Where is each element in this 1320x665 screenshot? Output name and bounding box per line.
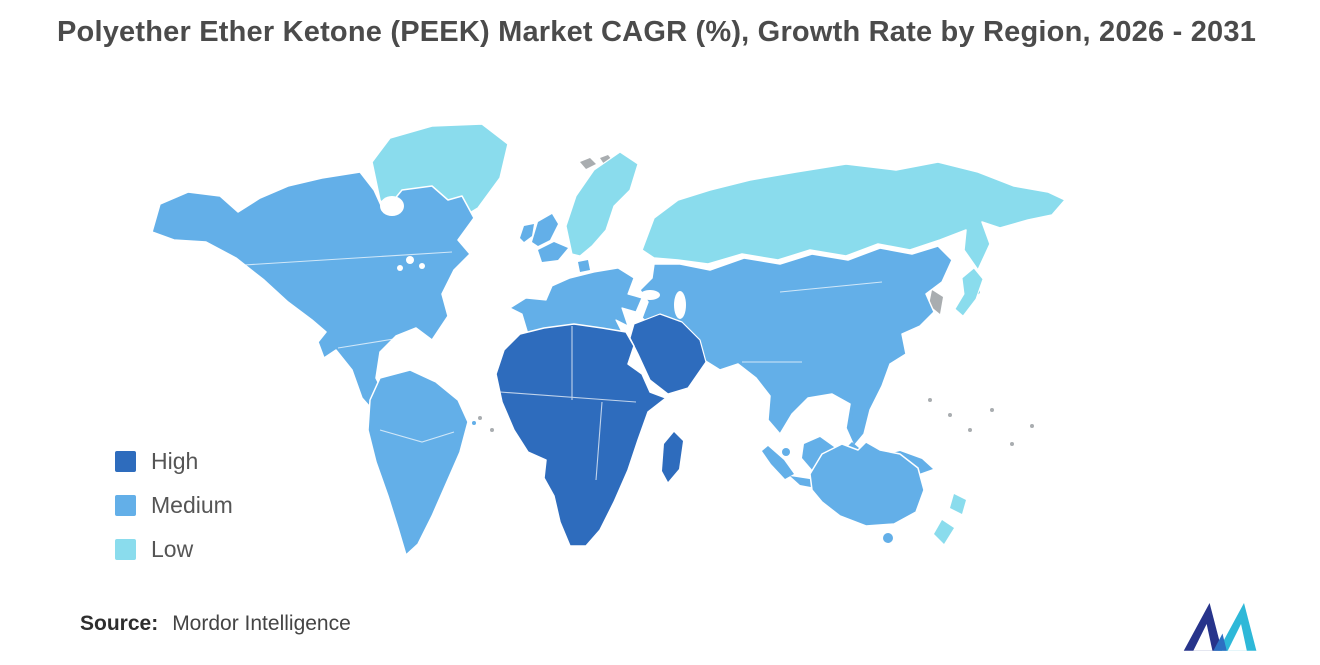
region-ireland — [520, 224, 534, 242]
region-new-zealand-south — [934, 520, 954, 544]
region-north-america — [151, 171, 475, 417]
region-denmark — [578, 260, 590, 272]
source-value: Mordor Intelligence — [172, 612, 351, 635]
region-iceland — [538, 242, 568, 262]
legend: High Medium Low — [115, 448, 233, 580]
region-uk — [532, 214, 558, 246]
region-middle-east — [629, 313, 707, 395]
logo-left-peak — [1183, 602, 1222, 651]
legend-swatch-high — [115, 451, 136, 472]
legend-swatch-low — [115, 539, 136, 560]
region-svalbard — [580, 155, 612, 169]
pacific-islets — [478, 398, 1034, 446]
logo-right-cutout — [1227, 624, 1247, 651]
source-line: Source: Mordor Intelligence — [80, 612, 351, 636]
mordor-intelligence-logo — [1182, 594, 1268, 654]
great-lake — [397, 265, 403, 271]
region-africa — [495, 323, 667, 547]
country-borders — [227, 251, 883, 481]
logo-mark — [1183, 602, 1257, 651]
great-lake — [406, 256, 414, 264]
region-new-zealand-north — [950, 494, 966, 514]
region-sri-lanka — [782, 448, 790, 456]
region-australia — [809, 441, 925, 527]
region-south-america — [367, 369, 469, 556]
region-sumatra — [762, 446, 794, 479]
hudson-bay — [380, 196, 404, 216]
region-philippines — [852, 392, 869, 426]
region-puerto-rico — [472, 421, 476, 425]
legend-label-medium: Medium — [151, 492, 233, 518]
region-scandinavia — [565, 151, 639, 257]
region-japan — [954, 267, 984, 317]
legend-item-medium: Medium — [115, 492, 233, 519]
great-lake — [419, 263, 425, 269]
region-korea — [929, 290, 943, 314]
logo-center-accent — [1213, 633, 1227, 651]
legend-swatch-medium — [115, 495, 136, 516]
caspian-sea — [674, 291, 686, 319]
logo-right-peak — [1218, 602, 1257, 651]
source-label: Source: — [80, 612, 159, 635]
logo-left-cutout — [1193, 624, 1213, 651]
legend-label-low: Low — [151, 536, 194, 562]
region-tasmania — [883, 533, 893, 543]
world-map — [80, 100, 1170, 590]
region-madagascar — [662, 432, 683, 482]
legend-label-high: High — [151, 448, 199, 474]
legend-item-high: High — [115, 448, 233, 475]
region-russia — [641, 161, 1066, 271]
page-title: Polyether Ether Ketone (PEEK) Market CAG… — [57, 16, 1257, 48]
legend-item-low: Low — [115, 536, 233, 563]
black-sea — [640, 290, 660, 300]
